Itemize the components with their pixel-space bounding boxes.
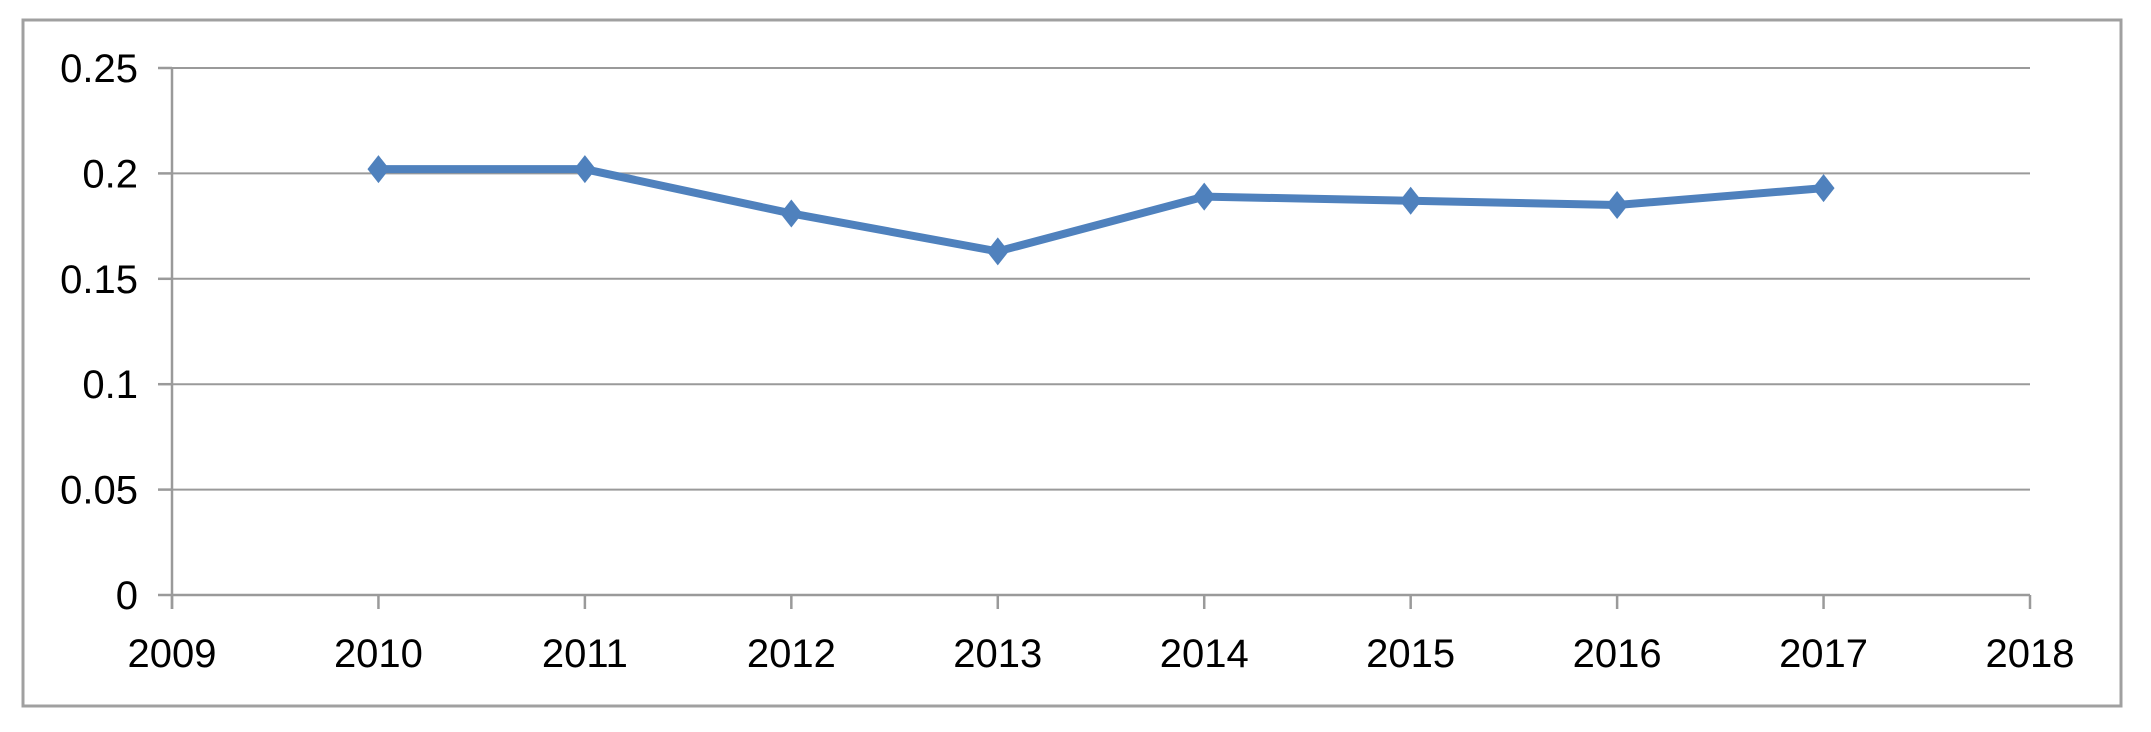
data-point-marker <box>1606 191 1629 220</box>
x-tick-label: 2018 <box>1986 632 2075 676</box>
y-tick-label: 0.1 <box>82 363 138 407</box>
x-tick-label: 2009 <box>128 632 217 676</box>
x-tick-label: 2013 <box>953 632 1042 676</box>
y-tick-label: 0.15 <box>60 258 138 302</box>
x-tick-label: 2014 <box>1160 632 1249 676</box>
x-tick-label: 2012 <box>747 632 836 676</box>
x-tick-label: 2017 <box>1779 632 1868 676</box>
data-point-marker <box>780 199 803 228</box>
x-tick-label: 2016 <box>1573 632 1662 676</box>
chart-border <box>21 18 2123 708</box>
data-point-marker <box>1812 174 1835 203</box>
data-point-marker <box>1193 182 1216 211</box>
data-point-marker <box>1399 186 1422 215</box>
data-point-marker <box>986 237 1009 266</box>
x-tick-label: 2010 <box>334 632 423 676</box>
data-line <box>374 165 1828 256</box>
y-tick-label: 0 <box>116 574 138 618</box>
y-tick-label: 0.2 <box>82 152 138 196</box>
y-tick-label: 0.05 <box>60 469 138 513</box>
data-point-marker <box>573 155 596 184</box>
x-tick-label: 2011 <box>542 632 628 676</box>
x-tick-label: 2015 <box>1366 632 1455 676</box>
data-point-marker <box>367 155 390 184</box>
y-tick-label: 0.25 <box>60 47 138 91</box>
